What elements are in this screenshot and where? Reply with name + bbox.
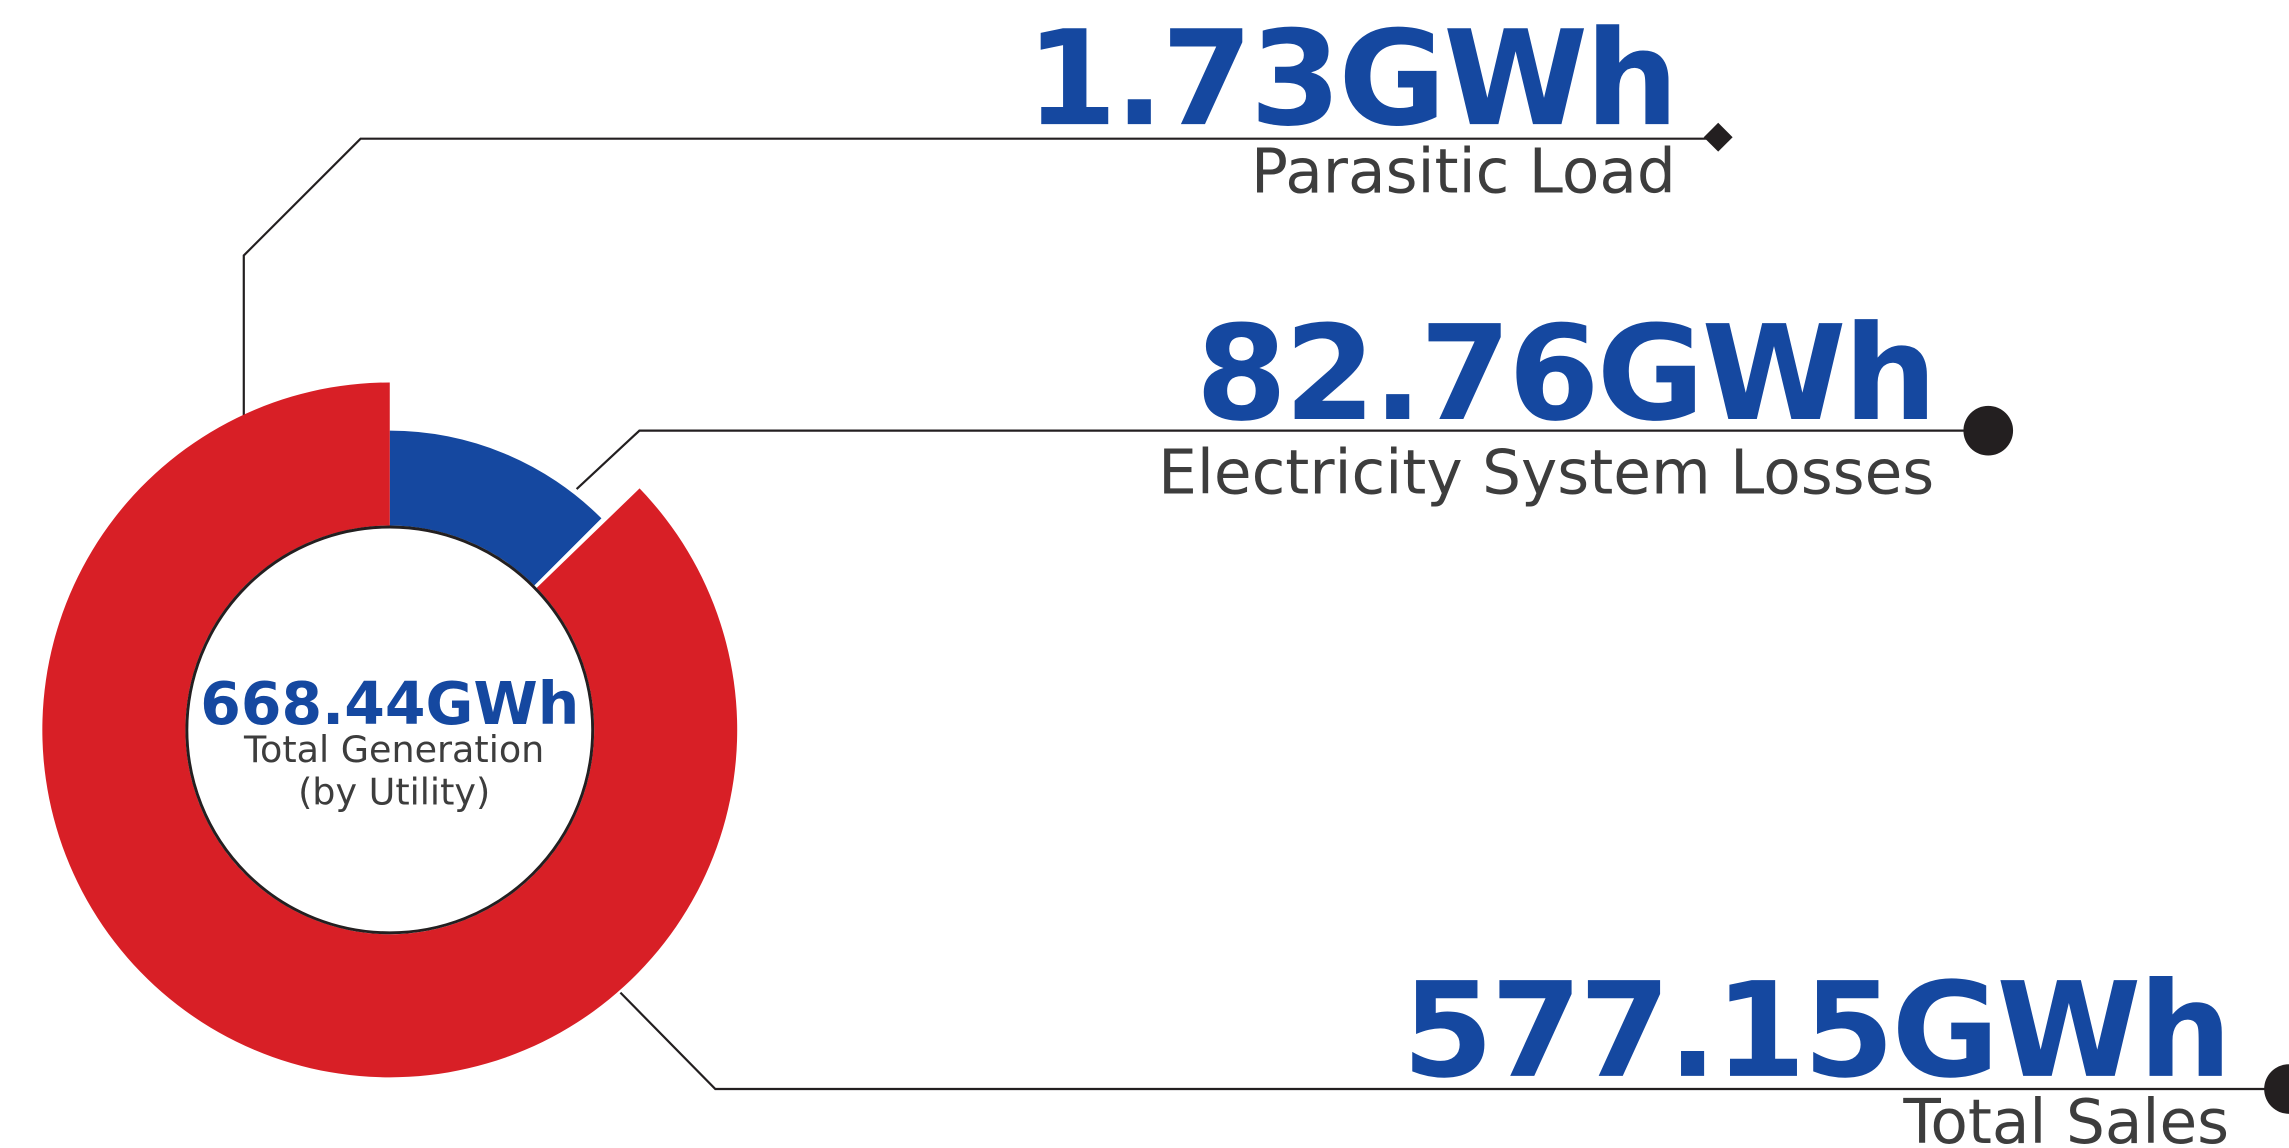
center-caption: (by Utility): [298, 770, 490, 813]
category-label: Parasitic Load: [1251, 137, 1676, 208]
donut-slice: [42, 382, 738, 1078]
category-label: Electricity System Losses: [1158, 437, 1934, 508]
leader-marker: [1703, 122, 1733, 152]
donut-slice: [389, 430, 602, 586]
category-label: Total Sales: [1902, 1087, 2229, 1148]
leader-line: [619, 991, 2270, 1091]
center-value: 668.44GWh: [200, 670, 579, 738]
value-label: 1.73GWh: [1026, 2, 1676, 155]
leader-marker: [2264, 1064, 2289, 1114]
donut-hole: [185, 525, 595, 935]
leader-line: [242, 137, 1720, 417]
value-label: 577.15GWh: [1402, 954, 2229, 1107]
value-label: 82.76GWh: [1196, 297, 1934, 450]
leader-line: [575, 429, 1989, 490]
center-caption: Total Generation: [243, 728, 544, 771]
donut-slice: [534, 484, 640, 588]
chart-area: 668.44GWh Total Generation (by Utility) …: [42, 2, 2289, 1148]
leader-marker: [1963, 405, 2014, 456]
donut: [42, 382, 738, 1078]
